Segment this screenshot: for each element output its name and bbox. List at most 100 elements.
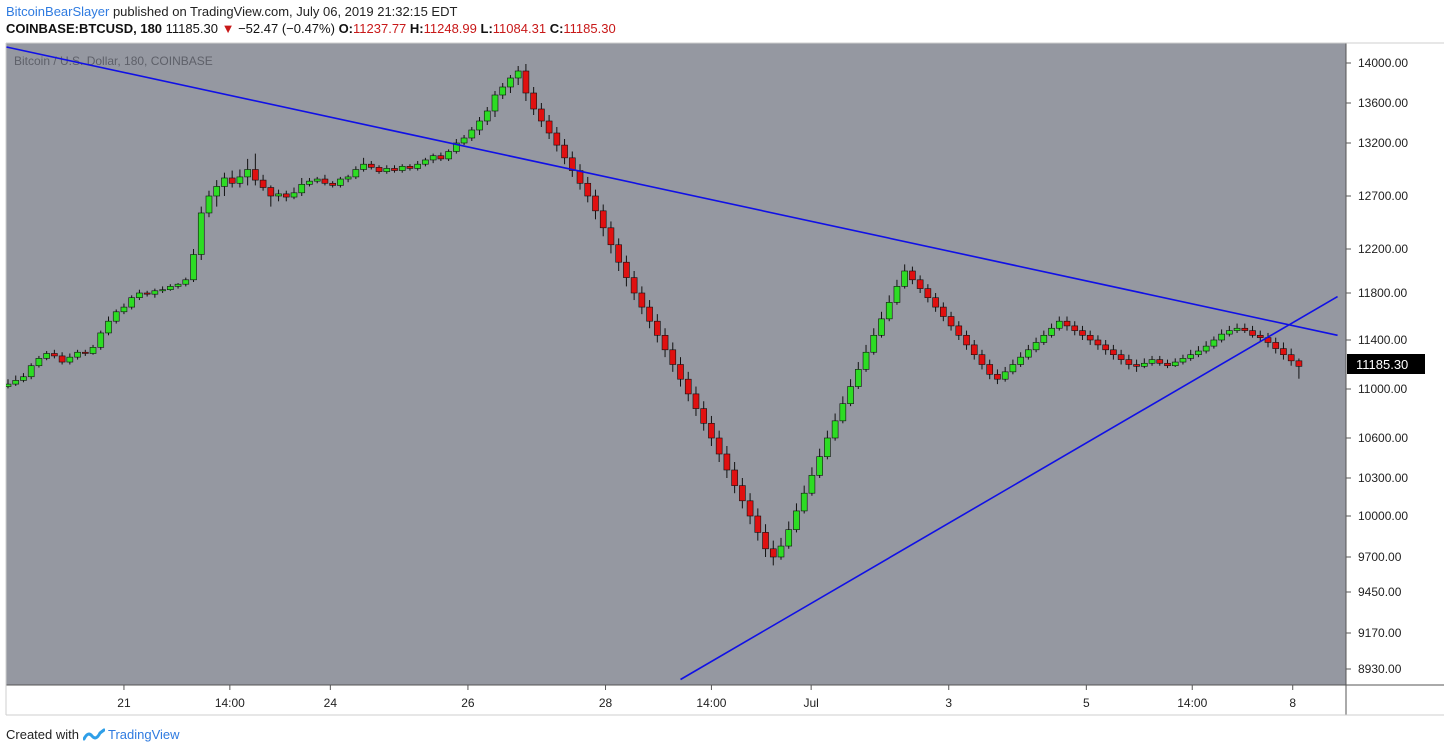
resistance-trendline[interactable]: [6, 46, 1338, 337]
candle-down: [1063, 320, 1071, 327]
candle-up: [290, 192, 298, 198]
candle-down: [731, 469, 738, 486]
candle-down: [406, 166, 414, 169]
candle-down: [669, 349, 677, 365]
candle-down: [909, 270, 916, 281]
footer: Created with TradingView: [6, 727, 180, 742]
candle-down: [677, 364, 684, 380]
candle-down: [1287, 354, 1295, 362]
candle-up: [1032, 342, 1040, 351]
candle-down: [1102, 344, 1109, 351]
candle-up: [112, 311, 120, 322]
y-tick-label: 10000.00: [1358, 509, 1408, 523]
candles-group: [6, 64, 1303, 566]
x-tick-label: 14:00: [215, 696, 245, 710]
candle-down: [615, 244, 622, 263]
candle-down: [1249, 330, 1256, 336]
x-tick-label: 14:00: [696, 696, 726, 710]
candle-up: [831, 420, 839, 439]
candle-up: [1179, 358, 1187, 363]
candle-up: [885, 302, 893, 320]
candle-down: [1280, 348, 1287, 356]
candle-down: [986, 364, 994, 375]
candle-down: [568, 157, 576, 171]
candle-down: [1295, 360, 1303, 367]
candle-up: [128, 297, 135, 308]
candle-down: [963, 334, 970, 346]
candle-down: [592, 195, 599, 212]
candle-up: [74, 351, 81, 358]
y-tick-label: 8930.00: [1358, 662, 1402, 676]
down-arrow-icon: ▼: [221, 21, 235, 36]
x-tick-label: 8: [1289, 696, 1296, 710]
last-price-badge: [1347, 354, 1425, 374]
candle-up: [1233, 327, 1241, 331]
candle-down: [561, 144, 568, 159]
candle-up: [43, 353, 50, 359]
candle-up: [901, 270, 908, 287]
candle-down: [321, 178, 329, 184]
candle-up: [870, 334, 878, 353]
candle-up: [468, 129, 476, 139]
x-tick-label: 26: [461, 696, 475, 710]
candle-down: [259, 179, 267, 188]
candle-up: [66, 356, 74, 363]
candle-down: [684, 378, 692, 395]
candle-up: [777, 545, 785, 558]
candle-up: [12, 380, 20, 385]
symbol: COINBASE:BTCUSD, 180: [6, 21, 163, 36]
candle-down: [82, 351, 89, 354]
last-price-badge-text: 11185.30: [1356, 357, 1408, 372]
candle-down: [947, 316, 955, 327]
support-trendline[interactable]: [680, 295, 1338, 681]
candle-up: [453, 142, 460, 152]
candle-down: [940, 306, 947, 317]
price-change: −52.47 (−0.47%): [238, 21, 335, 36]
candle-up: [159, 289, 166, 292]
x-tick-label: 3: [945, 696, 952, 710]
candle-up: [1218, 333, 1225, 341]
candle-down: [282, 193, 290, 198]
candle-down: [769, 548, 777, 558]
candle-up: [429, 155, 437, 161]
tradingview-logo-icon: [82, 728, 105, 740]
published-text: published on TradingView.com, July 06, 2…: [112, 4, 458, 19]
candle-up: [1187, 354, 1194, 359]
candle-down: [329, 182, 336, 186]
close-value: 11185.30: [563, 21, 616, 36]
candle-down: [746, 500, 754, 517]
candle-down: [754, 515, 762, 533]
open-value: 11237.77: [353, 21, 407, 36]
candle-down: [661, 334, 669, 351]
candle-up: [136, 292, 143, 298]
symbol-info: COINBASE:BTCUSD, 180 11185.30 ▼ −52.47 (…: [6, 21, 616, 36]
candle-up: [1001, 371, 1009, 380]
candle-up: [1141, 362, 1148, 367]
candle-up: [337, 178, 344, 186]
candle-down: [970, 344, 978, 355]
candle-down: [715, 437, 723, 455]
candle-down: [1117, 354, 1125, 360]
candle-down: [252, 169, 259, 181]
candle-up: [793, 510, 800, 530]
candle-down: [692, 393, 700, 409]
candle-down: [1272, 342, 1280, 349]
candle-down: [599, 210, 607, 229]
candle-up: [824, 437, 831, 457]
candle-up: [785, 529, 793, 547]
candle-up: [213, 186, 221, 197]
candle-down: [739, 485, 746, 502]
candle-up: [120, 306, 128, 313]
tradingview-brand[interactable]: TradingView: [82, 727, 180, 742]
candle-down: [924, 288, 932, 299]
candle-up: [383, 168, 391, 172]
candle-up: [360, 163, 367, 170]
x-tick-label: 5: [1083, 696, 1090, 710]
candle-up: [422, 159, 429, 165]
author-link[interactable]: BitcoinBearSlayer: [6, 4, 110, 19]
candle-down: [646, 306, 653, 322]
candle-down: [530, 92, 537, 110]
candle-down: [994, 373, 1001, 380]
candle-down: [700, 408, 708, 424]
